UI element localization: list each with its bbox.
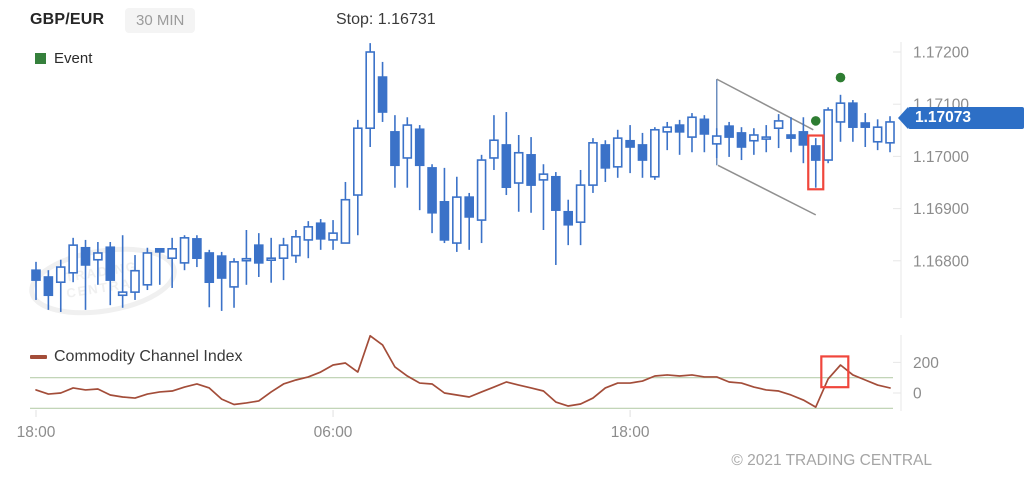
- candlestick: [31, 269, 41, 281]
- candlestick: [810, 145, 821, 161]
- candlestick: [724, 125, 734, 138]
- price-axis-label: 1.17000: [913, 149, 969, 166]
- candlestick: [43, 276, 54, 297]
- candlestick: [489, 139, 499, 159]
- candlestick: [835, 102, 846, 123]
- cci-line: [35, 334, 891, 408]
- candlestick: [291, 235, 301, 257]
- candlestick: [823, 109, 833, 161]
- candlestick: [575, 184, 586, 223]
- cci-highlight-box: [820, 355, 850, 389]
- stop-label: Stop: 1.16731: [336, 11, 436, 28]
- candlestick: [563, 210, 574, 226]
- candlestick: [402, 124, 413, 159]
- time-axis-label: 18:00: [17, 424, 56, 441]
- cci-axis-label: 0: [913, 386, 922, 403]
- event-marker-icon: [835, 72, 846, 83]
- candlestick: [798, 131, 809, 146]
- candlestick: [204, 252, 215, 284]
- candlestick: [142, 252, 153, 286]
- candlestick: [253, 244, 264, 264]
- candlestick: [476, 159, 487, 221]
- candlestick: [303, 226, 314, 241]
- candlestick: [167, 247, 177, 259]
- candlestick: [229, 261, 239, 288]
- symbol-title: GBP/EUR: [30, 11, 105, 28]
- candlestick: [452, 196, 462, 244]
- interval-badge: 30 MIN: [125, 8, 196, 33]
- candlestick: [464, 196, 474, 218]
- candlestick: [266, 257, 276, 261]
- candlestick: [365, 51, 375, 130]
- candlestick: [711, 135, 722, 145]
- candlestick: [439, 201, 450, 241]
- candlestick: [68, 244, 78, 274]
- candlestick: [600, 144, 611, 169]
- candlestick: [179, 237, 190, 264]
- candlestick: [872, 126, 883, 143]
- candlestick: [860, 122, 871, 128]
- candlestick: [93, 252, 103, 261]
- candlestick: [192, 238, 202, 259]
- candlestick: [773, 120, 784, 130]
- candlestick: [55, 266, 66, 284]
- candlestick: [328, 232, 338, 241]
- price-axis-label: 1.16900: [913, 201, 969, 218]
- candlestick: [241, 257, 252, 262]
- candlestick: [588, 142, 598, 186]
- candlestick: [526, 154, 536, 186]
- candlestick: [377, 76, 388, 113]
- candlestick: [117, 291, 128, 297]
- candlestick: [848, 102, 858, 128]
- candlestick: [662, 126, 673, 133]
- candlestick: [315, 222, 326, 240]
- candlestick: [278, 244, 289, 259]
- last-price-badge: 1.17073: [898, 107, 1024, 130]
- candlestick: [353, 127, 363, 196]
- price-axis-label: 1.16800: [913, 253, 969, 270]
- event-legend: Event: [35, 50, 92, 67]
- candlestick: [650, 128, 660, 178]
- candlestick: [501, 144, 512, 188]
- event-legend-label: Event: [54, 50, 93, 67]
- candlestick: [749, 134, 759, 142]
- candlestick: [551, 175, 561, 211]
- candlestick: [216, 255, 227, 279]
- candlestick: [786, 134, 796, 139]
- candlestick: [538, 173, 549, 181]
- candlestick: [637, 144, 648, 161]
- channel-line: [716, 78, 814, 131]
- price-highlight-box: [807, 134, 825, 191]
- candlestick: [625, 139, 635, 148]
- cci-legend: Commodity Channel Index: [30, 348, 243, 366]
- candlestick: [130, 269, 140, 293]
- candlestick: [414, 128, 425, 167]
- candlestick: [105, 246, 116, 281]
- channel-line: [717, 164, 817, 216]
- time-axis-label: 18:00: [611, 424, 650, 441]
- event-marker-icon: [810, 116, 821, 126]
- candlestick: [427, 167, 437, 214]
- candlestick: [761, 136, 772, 140]
- candlestick: [612, 137, 623, 168]
- candlestick: [513, 151, 524, 184]
- candlestick: [736, 132, 747, 148]
- copyright-text: © 2021 TRADING CENTRAL: [731, 452, 932, 469]
- price-axis-label: 1.17200: [913, 45, 969, 62]
- event-legend-swatch-icon: [35, 53, 46, 64]
- candlestick: [80, 246, 91, 266]
- cci-legend-label: Commodity Channel Index: [54, 348, 243, 365]
- candlestick: [699, 118, 710, 135]
- time-axis-label: 06:00: [314, 424, 353, 441]
- candlestick: [674, 124, 685, 133]
- candlestick: [154, 247, 165, 253]
- cci-legend-swatch-icon: [30, 355, 47, 359]
- candlestick: [885, 121, 895, 144]
- candlestick: [340, 198, 351, 244]
- candlestick: [687, 116, 697, 138]
- candlestick: [390, 131, 400, 167]
- cci-axis-label: 200: [913, 355, 939, 372]
